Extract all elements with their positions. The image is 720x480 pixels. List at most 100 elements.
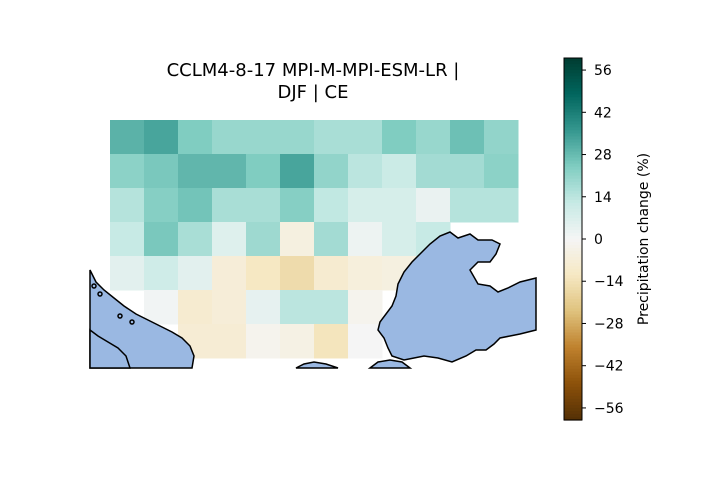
colorbar-segment: [564, 169, 582, 174]
grid-cell: [110, 256, 145, 291]
colorbar-segment: [564, 356, 582, 361]
grid-cell: [348, 188, 383, 223]
colorbar-segment: [564, 178, 582, 183]
colorbar-segment: [564, 296, 582, 300]
colorbar-segment: [564, 94, 582, 98]
colorbar-segment: [564, 91, 582, 95]
colorbar-segment: [564, 413, 582, 418]
grid-cell: [280, 290, 315, 325]
colorbar-segment: [564, 61, 582, 65]
grid-cell: [212, 290, 247, 325]
grid-cell: [246, 120, 281, 155]
colorbar-segment: [564, 260, 582, 264]
colorbar-segment: [564, 374, 582, 379]
colorbar-segment: [564, 112, 582, 116]
colorbar-segment: [564, 239, 582, 243]
grid-cell: [178, 120, 213, 155]
colorbar-segment: [564, 389, 582, 394]
grid-cell: [178, 222, 213, 257]
grid-cell: [314, 154, 349, 189]
colorbar-segment: [564, 220, 582, 225]
grid-cell: [110, 120, 145, 155]
colorbar-segment: [564, 85, 582, 89]
grid-cell: [348, 256, 383, 291]
grid-cell: [178, 290, 213, 325]
colorbar-segment: [564, 377, 582, 382]
colorbar-segment: [564, 184, 582, 189]
colorbar-segment: [564, 380, 582, 385]
colorbar-segment: [564, 217, 582, 222]
colorbar-tick-label: 28: [594, 148, 612, 164]
colorbar-segment: [564, 232, 582, 237]
grid-cell: [348, 154, 383, 189]
grid-cell: [382, 154, 417, 189]
colorbar-segment: [564, 320, 582, 325]
island: [91, 283, 97, 289]
colorbar-segment: [564, 317, 582, 322]
colorbar-segment: [564, 214, 582, 219]
colorbar-segment: [564, 248, 582, 252]
grid-cell: [484, 120, 519, 155]
colorbar-segment: [564, 362, 582, 367]
colorbar-segment: [564, 73, 582, 77]
colorbar-segment: [564, 148, 582, 153]
grid-cell: [246, 188, 281, 223]
colorbar-axis-label: Precipitation change (%): [636, 153, 652, 325]
colorbar-segment: [564, 311, 582, 316]
colorbar-segment: [564, 76, 582, 80]
colorbar-segment: [564, 121, 582, 125]
colorbar-segment: [564, 103, 582, 107]
black-sea: [377, 231, 537, 363]
colorbar-segment: [564, 257, 582, 261]
colorbar-segment: [564, 202, 582, 207]
colorbar-segment: [564, 251, 582, 255]
colorbar-segment: [564, 181, 582, 186]
colorbar-segment: [564, 145, 582, 150]
grid-cell: [348, 324, 383, 359]
adriatic-sea: [89, 269, 195, 369]
colorbar-segment: [564, 133, 582, 138]
colorbar-segment: [564, 293, 582, 297]
colorbar-segment: [564, 314, 582, 319]
colorbar-segment: [564, 199, 582, 204]
colorbar-segment: [564, 223, 582, 228]
colorbar-segment: [564, 392, 582, 397]
colorbar-tick-label: −56: [594, 401, 624, 417]
grid-cell: [348, 290, 383, 325]
colorbar-segment: [564, 67, 582, 71]
colorbar-segment: [564, 163, 582, 168]
colorbar-tick-label: 56: [594, 63, 612, 79]
aegean-bay: [295, 361, 339, 369]
colorbar-segment: [564, 308, 582, 312]
colorbar-segment: [564, 266, 582, 270]
grid-cell: [178, 256, 213, 291]
grid-cell: [178, 188, 213, 223]
grid-cell: [314, 188, 349, 223]
grid-cell: [348, 222, 383, 257]
grid-cell: [212, 222, 247, 257]
colorbar-segment: [564, 82, 582, 86]
grid-cell: [212, 188, 247, 223]
grid-cell: [212, 154, 247, 189]
colorbar-segment: [564, 136, 582, 141]
grid-cell: [314, 120, 349, 155]
grid-cell: [382, 120, 417, 155]
colorbar-segment: [564, 371, 582, 376]
colorbar-segment: [564, 407, 582, 412]
colorbar-segment: [564, 208, 582, 213]
colorbar-ticks: −56 −42 −28 −14 0 14 28 42 56: [582, 63, 624, 417]
colorbar-segment: [564, 341, 582, 346]
grid-cell: [144, 290, 179, 325]
colorbar-segment: [564, 205, 582, 210]
grid-cell: [314, 256, 349, 291]
colorbar-segment: [564, 58, 582, 62]
colorbar-segment: [564, 365, 582, 370]
grid-cell: [246, 154, 281, 189]
grid-cell: [450, 188, 485, 223]
colorbar-segment: [564, 118, 582, 122]
adriatic-sea-west: [89, 328, 132, 369]
colorbar-segment: [564, 299, 582, 303]
colorbar-segment: [564, 344, 582, 349]
marmara-bay: [367, 359, 413, 369]
